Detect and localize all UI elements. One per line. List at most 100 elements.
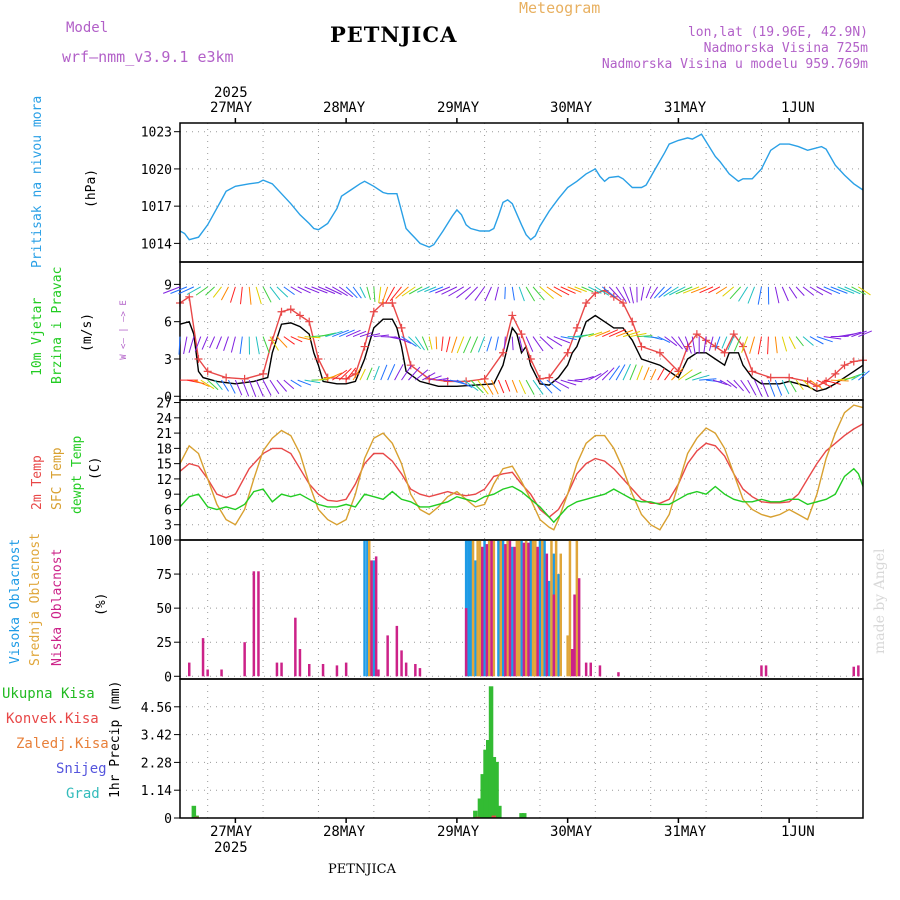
gust-marker-4 [222, 373, 231, 382]
wind-arrow-181 [741, 336, 749, 353]
gust-marker-14 [342, 374, 351, 383]
bar-cloud-2-18 [386, 635, 389, 677]
ytick-label-precip-4: 4.56 [141, 701, 172, 716]
wind-arrow-46 [497, 379, 505, 394]
wind-arrow-275 [699, 286, 714, 294]
wind-arrow-242 [474, 286, 485, 301]
wind-arrow-93 [823, 379, 841, 385]
gust-marker-32 [563, 348, 572, 357]
wind-arrow-252 [553, 286, 570, 296]
bar-precip-0-7 [488, 686, 494, 818]
wind-compass-label: W <– | –> E [119, 300, 129, 360]
wind-arrow-212 [276, 286, 289, 298]
watermark: made by Angel [872, 548, 888, 655]
wind-arrow-198 [163, 286, 181, 294]
wind-arrow-55 [560, 379, 577, 386]
bar-precip-0-9 [494, 761, 499, 818]
bar-cloud-1-15 [554, 540, 558, 677]
wind-arrow-47 [504, 379, 511, 392]
cloud-ylabel-mid: Srednja Oblacnost [28, 532, 43, 666]
bar-cloud-2-25 [481, 546, 484, 677]
wind-arrow-187 [788, 336, 796, 350]
wind-arrow-175 [703, 336, 707, 353]
gust-marker-20 [397, 323, 406, 332]
wind-arrow-112 [269, 336, 279, 351]
bar-precip-0-3 [477, 798, 483, 818]
wind-arrow-220 [332, 286, 348, 297]
wind-arrow-82 [747, 379, 757, 396]
wind-arrow-206 [230, 286, 236, 303]
ytick-label-precip-0: 0 [164, 812, 172, 827]
wind-arrow-151 [539, 336, 554, 350]
wind-arrow-296 [858, 286, 871, 296]
wind-arrow-113 [276, 336, 288, 348]
wind-arrow-158 [588, 331, 603, 338]
lonlat-text: lon,lat (19.96E, 42.9N) [687, 25, 868, 40]
wind-arrow-200 [178, 286, 195, 295]
wind-arrow-8 [234, 379, 243, 396]
wind-arrow-116 [297, 336, 312, 341]
bar-cloud-2-24 [464, 608, 468, 677]
wind-arrow-157 [581, 333, 595, 338]
gust-marker-9 [286, 305, 295, 314]
wind-arrow-50 [525, 379, 535, 395]
wind-arrow-137 [441, 336, 444, 351]
wind-arrow-224 [359, 286, 366, 299]
bar-cloud-2-14 [344, 662, 348, 677]
bar-cloud-1-11 [531, 540, 535, 677]
bar-cloud-2-33 [536, 546, 539, 677]
wind-arrow-176 [708, 336, 714, 351]
wind-arrow-119 [318, 332, 336, 338]
wind-arrow-21 [325, 372, 343, 381]
bar-cloud-2-39 [584, 662, 588, 677]
wind-arrow-142 [470, 336, 479, 353]
gust-marker-46 [711, 342, 720, 351]
ytick-label-cloud-3: 75 [156, 568, 172, 583]
bar-cloud-1-19 [575, 540, 579, 677]
wind-arrow-16 [290, 379, 302, 388]
model-name: wrf–nmm_v3.9.1 e3km [62, 48, 234, 66]
wind-arrow-13 [269, 379, 280, 395]
wind-arrow-122 [339, 329, 355, 338]
bar-cloud-0-0 [363, 540, 366, 677]
wind-arrow-282 [757, 286, 762, 305]
model-label: Model [66, 20, 109, 36]
wind-arrow-10 [248, 379, 257, 397]
wind-arrow-111 [262, 336, 270, 354]
wind-arrow-120 [325, 330, 343, 338]
wind-arrow-213 [283, 286, 295, 296]
wind-arrow-14 [276, 379, 287, 392]
gust-marker-29 [526, 354, 535, 363]
wind-arrow-25 [352, 367, 361, 381]
location-title: PETNJICA [330, 22, 458, 47]
wind-arrow-230 [389, 286, 402, 302]
wind-arrow-226 [373, 286, 376, 302]
ytick-label-precip-1: 1.14 [141, 784, 172, 799]
wind-arrow-114 [283, 336, 295, 345]
gust-marker-50 [748, 367, 757, 376]
wind-arrow-263 [629, 286, 634, 304]
bottom-day-label-4: 31MAY [664, 824, 707, 840]
wind-arrow-185 [774, 336, 778, 354]
wind-arrow-162 [615, 329, 634, 338]
wind-arrow-214 [290, 286, 302, 294]
legend-graupel: Grad [66, 786, 100, 802]
bar-cloud-2-30 [513, 546, 516, 677]
wind-arrow-259 [601, 286, 616, 298]
wind-arrow-201 [186, 286, 202, 295]
bar-cloud-2-29 [508, 540, 512, 677]
wind-arrow-235 [424, 286, 437, 293]
bar-cloud-2-36 [571, 649, 574, 677]
gust-marker-26 [499, 348, 508, 357]
bottom-day-label-3: 30MAY [550, 824, 593, 840]
gust-marker-12 [314, 354, 323, 363]
bottom-year-label: 2025 [214, 840, 248, 856]
bar-cloud-2-37 [573, 594, 576, 677]
wind-arrow-48 [511, 379, 518, 393]
wind-arrow-237 [435, 286, 451, 294]
wind-arrow-290 [816, 286, 833, 295]
bar-cloud-1-0 [368, 540, 371, 677]
wind-arrow-186 [781, 336, 788, 352]
wind-arrow-18 [304, 379, 321, 384]
bar-cloud-2-15 [370, 560, 373, 677]
